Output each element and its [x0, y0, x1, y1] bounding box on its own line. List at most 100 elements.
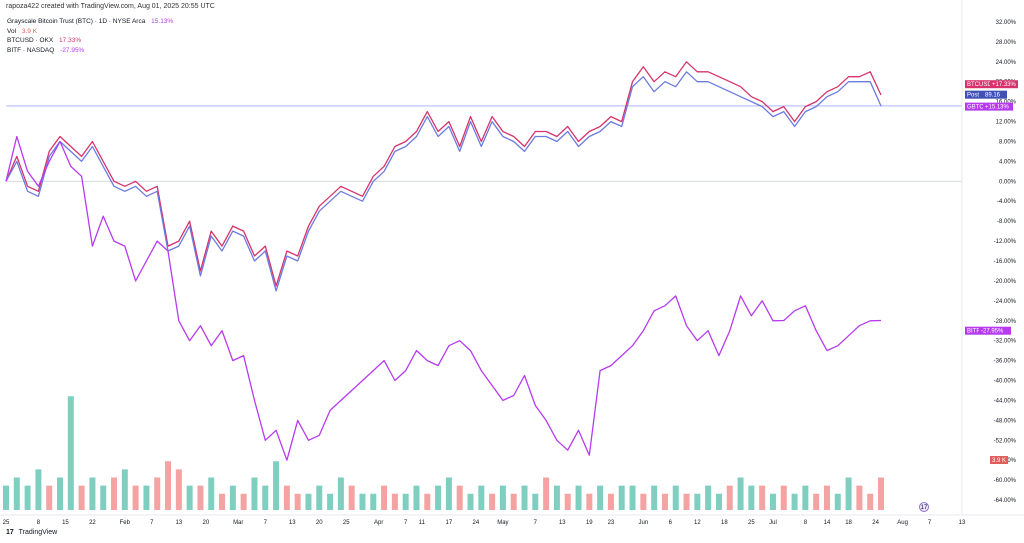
volume-bar	[294, 493, 301, 510]
x-tick-label: Apr	[374, 520, 383, 526]
tradingview-brand[interactable]: 17 TradingView	[6, 529, 57, 536]
y-tick-label: 32.00%	[996, 20, 1017, 26]
x-tick-label: 22	[89, 520, 96, 526]
x-tick-label: Aug	[897, 520, 908, 526]
x-tick-label: 6	[669, 520, 673, 526]
volume-bar	[197, 485, 204, 510]
volume-bar	[348, 485, 355, 510]
legend-btcusd-value: 17.33%	[59, 37, 82, 44]
badge-value: 89.16	[985, 93, 1001, 99]
volume-bar	[24, 485, 31, 510]
volume-bar	[607, 493, 614, 510]
volume-bar	[726, 485, 733, 510]
volume-bar	[489, 493, 496, 510]
volume-bar	[780, 485, 787, 510]
badge-label: GBTC	[967, 105, 984, 111]
volume-bar	[391, 493, 398, 510]
x-tick-label: 13	[959, 520, 966, 526]
legend-gbtc-name: Grayscale Bitcoin Trust (BTC) · 1D · NYS…	[7, 18, 146, 25]
legend-row-gbtc[interactable]: Grayscale Bitcoin Trust (BTC) · 1D · NYS…	[7, 17, 173, 27]
badge-value: +15.13%	[985, 105, 1010, 111]
volume-bar	[683, 493, 690, 510]
legend-row-volume[interactable]: Vol 3.9 K	[7, 27, 173, 37]
tradingview-logo-icon: 17	[6, 529, 14, 536]
y-tick-label: -64.00%	[994, 498, 1017, 504]
volume-bar	[89, 477, 96, 510]
y-axis[interactable]: 32.00%28.00%24.00%20.00%16.00%12.00%8.00…	[994, 20, 1017, 504]
volume-bar	[597, 485, 604, 510]
volume-bar	[715, 493, 722, 510]
volume-bar	[337, 477, 344, 510]
series-line-bitf	[5, 135, 882, 461]
badge-label: Post	[967, 93, 979, 99]
volume-bar	[46, 485, 53, 510]
volume-badge-value: 3.9 K	[992, 458, 1006, 464]
volume-bar	[35, 469, 42, 510]
volume-bar	[759, 485, 766, 510]
volume-bar	[521, 485, 528, 510]
volume-bar	[823, 485, 830, 510]
badge-value: +17.33%	[992, 82, 1017, 88]
volume-bar	[510, 493, 517, 510]
badge-value-bg	[983, 102, 1013, 111]
volume-bar	[13, 477, 20, 510]
x-tick-label: 7	[928, 520, 932, 526]
x-axis[interactable]: 25 8 15 22 Feb 7 13 20 Mar 7 13 20 25 Apr 7 11 17 24 May 7 1…	[3, 520, 966, 526]
volume-bar	[57, 477, 64, 510]
volume-bar	[111, 477, 118, 510]
legend-vol-value: 3.9 K	[21, 27, 38, 35]
volume-bar	[154, 477, 161, 510]
legend-row-bitf[interactable]: BITF · NASDAQ -27.95%	[7, 46, 173, 56]
volume-bar	[186, 485, 193, 510]
volume-bar	[402, 493, 409, 510]
volume-bar	[456, 485, 463, 510]
volume-bar	[132, 485, 139, 510]
volume-bar	[478, 485, 485, 510]
volume-bar	[672, 485, 679, 510]
volume-badge-bg	[990, 456, 1008, 464]
volume-bar	[121, 469, 128, 510]
volume-bar	[586, 493, 593, 510]
y-tick-label: -4.00%	[997, 199, 1017, 205]
volume-bar	[661, 493, 668, 510]
volume-bar	[327, 493, 334, 510]
badge-label: BTCUSD	[967, 82, 992, 88]
volume-bar	[705, 485, 712, 510]
x-tick-label: 13	[559, 520, 566, 526]
x-tick-label: 19	[586, 520, 593, 526]
y-tick-label: -48.00%	[994, 418, 1017, 424]
volume-bar	[229, 485, 236, 510]
volume-bar	[370, 493, 377, 510]
series-line-btcusd	[5, 61, 882, 287]
price-badge: Post 89.16	[965, 90, 1007, 99]
badge-label-bg	[965, 80, 990, 89]
x-axis-marker: 17	[919, 502, 929, 512]
volume-bar	[813, 493, 820, 510]
volume-bar	[424, 493, 431, 510]
y-tick-label: 12.00%	[996, 120, 1017, 126]
y-tick-label: -8.00%	[997, 219, 1017, 225]
y-tick-label: -16.00%	[994, 259, 1017, 265]
volume-badge: 3.9 K	[990, 456, 1008, 464]
volume-bar	[877, 477, 884, 510]
volume-bar	[791, 493, 798, 510]
marker-glyph: 17	[921, 505, 928, 511]
volume-bar	[3, 485, 9, 510]
volume-bar	[867, 493, 874, 510]
legend-bitf-name: BITF · NASDAQ	[7, 46, 55, 54]
x-tick-label: 13	[289, 520, 296, 526]
legend-row-btcusd[interactable]: BTCUSD · OKX 17.33%	[7, 36, 173, 46]
volume-bar	[359, 493, 366, 510]
x-tick-label: 17	[446, 520, 453, 526]
y-tick-label: 8.00%	[999, 139, 1017, 145]
legend-bitf-value: -27.95%	[60, 46, 85, 54]
y-tick-label: -52.00%	[994, 438, 1017, 444]
x-tick-label: 7	[264, 520, 268, 526]
x-tick-label: 12	[694, 520, 701, 526]
volume-bar	[262, 485, 269, 510]
x-tick-label: 11	[419, 520, 426, 526]
volume-bar	[435, 485, 442, 510]
price-badge: GBTC +15.13%	[965, 102, 1013, 111]
